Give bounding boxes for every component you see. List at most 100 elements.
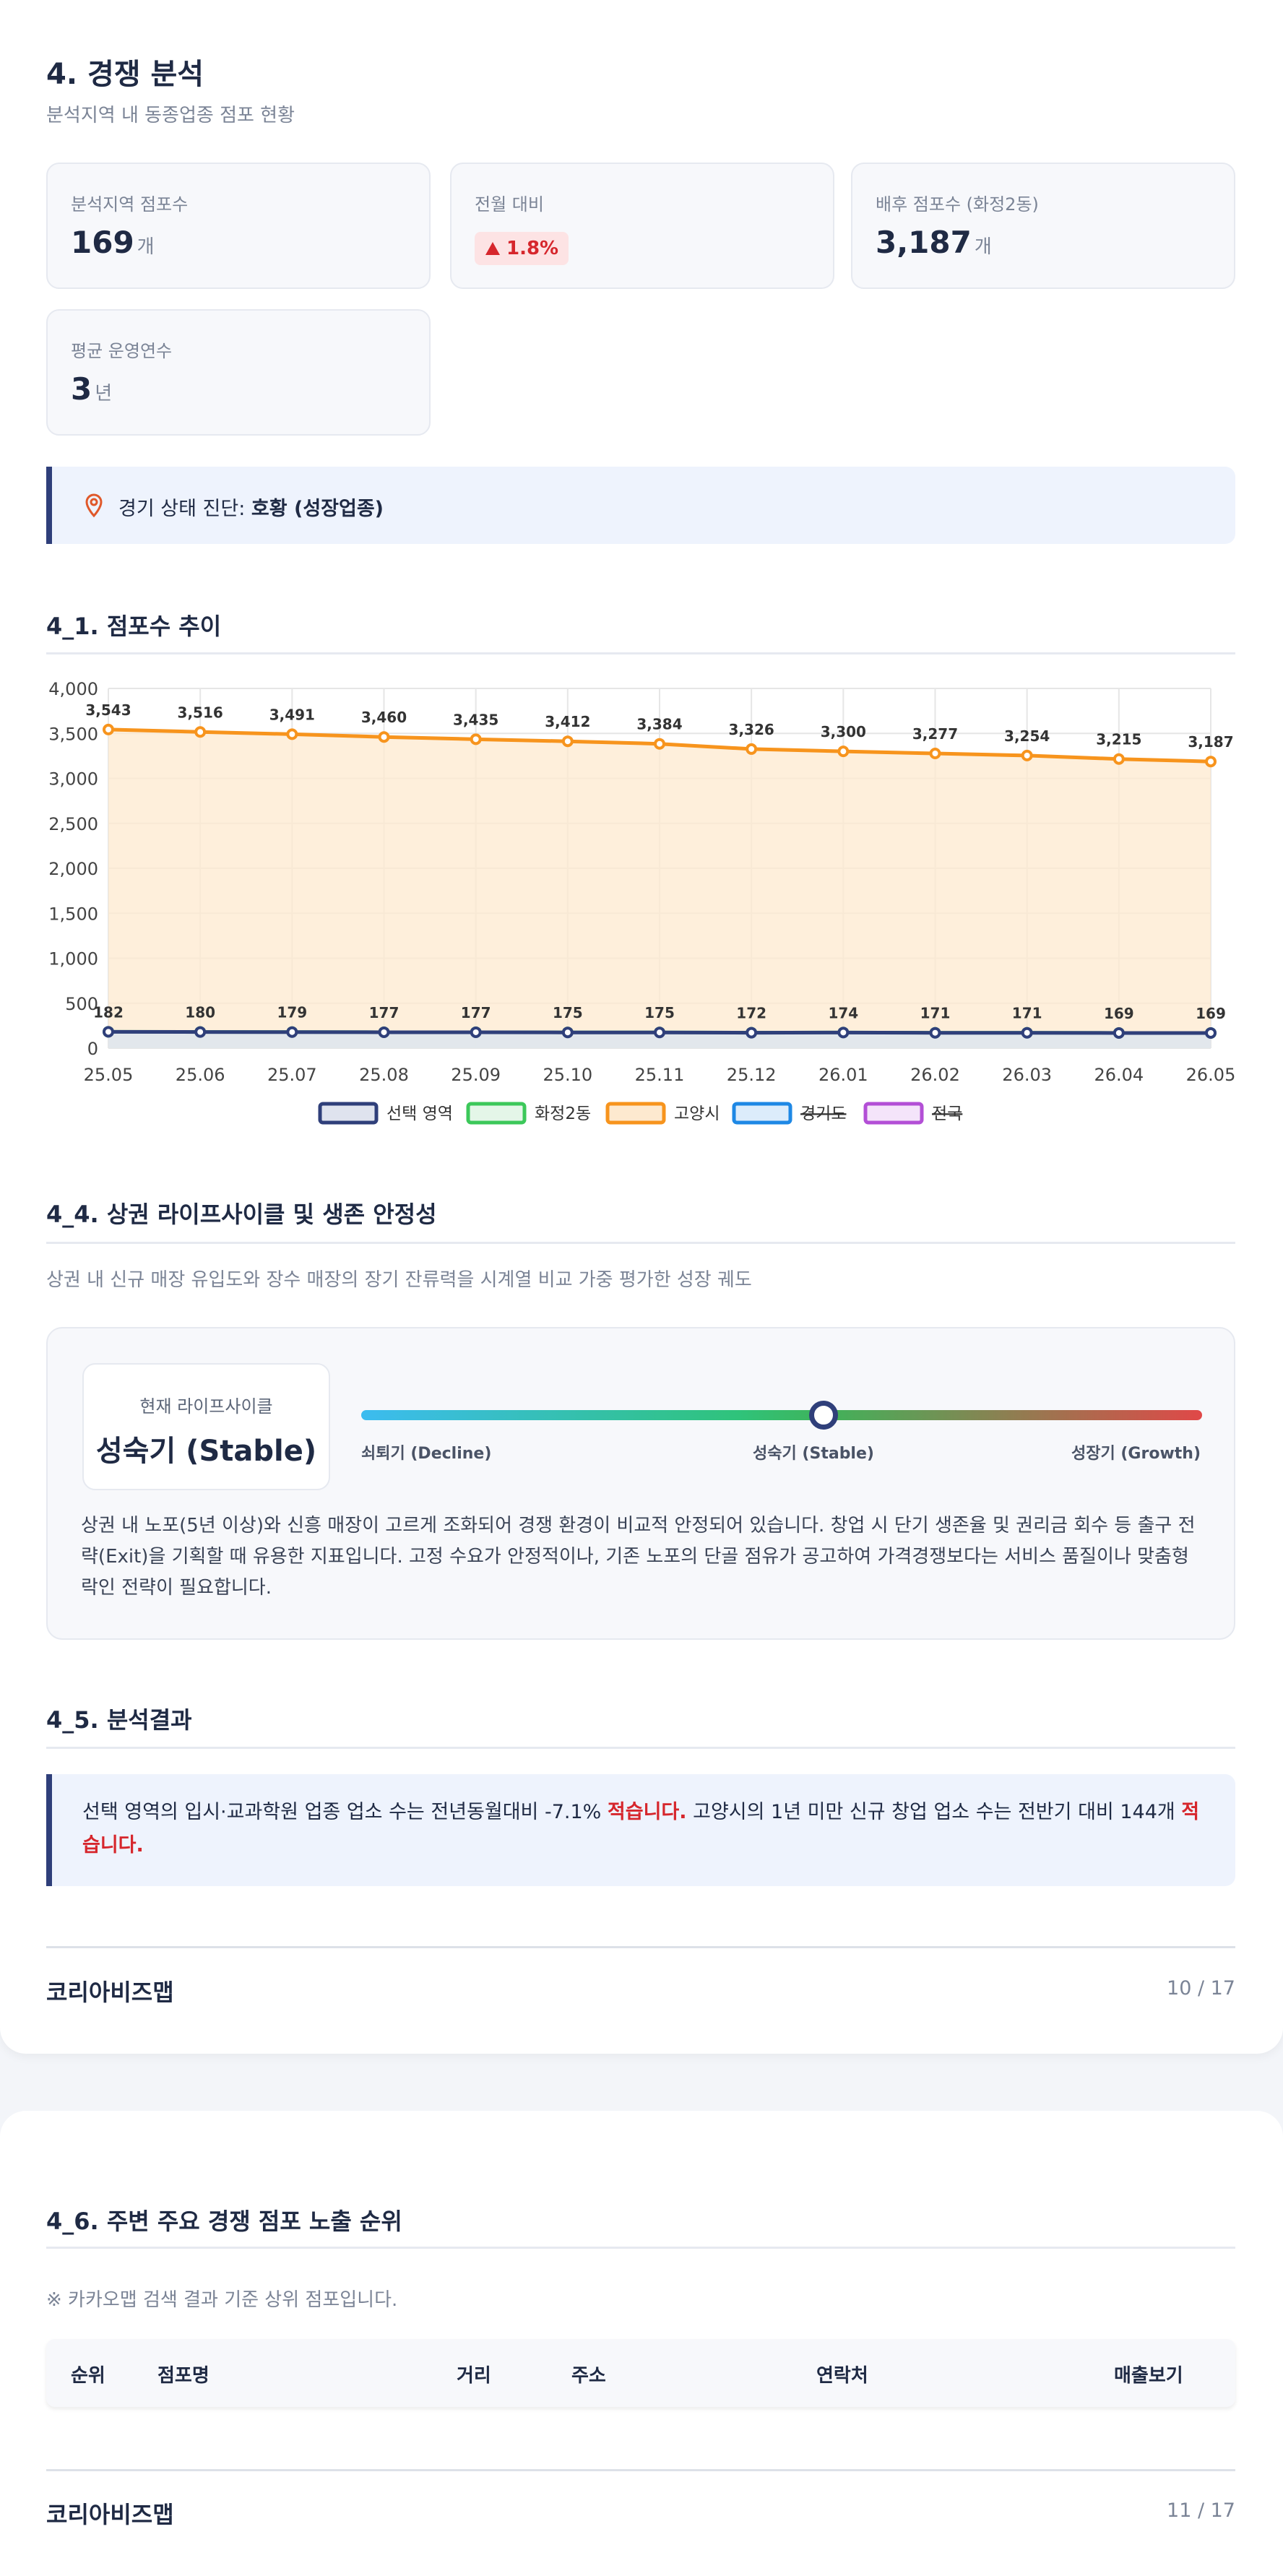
stat-card: 분석지역 점포수 169 개 <box>46 163 431 289</box>
data-label: 3,412 <box>545 713 590 730</box>
change-badge: 1.8% <box>475 232 569 265</box>
stat-value: 3,187 개 <box>876 225 992 260</box>
x-tick-label: 26.05 <box>1186 1065 1236 1085</box>
point <box>837 745 850 758</box>
y-tick-label: 1,000 <box>48 949 98 969</box>
data-label: 177 <box>369 1004 399 1021</box>
y-tick-label: 2,000 <box>48 859 98 879</box>
data-label: 172 <box>736 1005 766 1022</box>
legend-label: 고양시 <box>674 1105 720 1123</box>
table-header: 순위 점포명 거리 주소 연락처 매출보기 <box>46 2339 1235 2407</box>
stat-label: 평균 운영연수 <box>71 341 173 361</box>
data-label: 175 <box>644 1004 675 1021</box>
stage-label: 쇠퇴기 (Decline) <box>361 1445 492 1463</box>
data-label: 169 <box>1104 1005 1134 1022</box>
y-tick-label: 500 <box>65 994 98 1014</box>
point <box>194 1026 207 1038</box>
point <box>654 1026 665 1039</box>
point <box>1021 1026 1033 1039</box>
data-label: 175 <box>553 1004 583 1021</box>
point <box>286 728 298 740</box>
section-heading: 4_5. 분석결과 <box>46 1706 192 1734</box>
data-label: 3,254 <box>1004 727 1050 745</box>
stat-card: 배후 점포수 (화정2동) 3,187 개 <box>851 163 1235 289</box>
y-tick-label: 1,500 <box>48 904 98 924</box>
data-label: 3,277 <box>912 725 958 743</box>
point <box>470 733 482 745</box>
stat-unit: 년 <box>95 383 113 405</box>
title: 4. 경쟁 분석 <box>46 58 204 91</box>
ranking-note: ※ 카카오맵 검색 결과 기준 상위 점포입니다. <box>46 2289 398 2311</box>
stat-value: 169 개 <box>71 225 155 260</box>
stat-card: 전월 대비 1.8% <box>450 163 834 289</box>
data-label: 3,516 <box>178 704 223 721</box>
rule <box>46 1747 1235 1749</box>
point <box>561 735 574 748</box>
result-text: 선택 영역의 입시·교과학원 업종 업소 수는 전년동월대비 -7.1% 적습니… <box>82 1796 1209 1862</box>
result-text: 선택 영역의 입시·교과학원 업종 업소 수는 전년동월대비 -7.1% <box>82 1801 608 1823</box>
data-label: 3,460 <box>361 709 407 726</box>
x-tick-label: 26.01 <box>818 1065 868 1085</box>
lifecycle-label: 현재 라이프사이클 <box>139 1396 273 1417</box>
y-tick-label: 3,000 <box>48 769 98 790</box>
point <box>929 748 941 760</box>
x-tick-label: 25.10 <box>543 1065 592 1085</box>
lifecycle-bar <box>361 1410 1202 1420</box>
data-label: 180 <box>185 1004 215 1021</box>
point <box>1113 1026 1125 1039</box>
lifecycle-current: 현재 라이프사이클 성숙기 (Stable) <box>82 1363 330 1490</box>
x-tick-label: 25.05 <box>84 1065 134 1085</box>
legend-swatch <box>605 1102 666 1125</box>
change-value: 1.8% <box>506 238 559 259</box>
footer-brand: 코리아비즈맵 <box>46 2501 174 2528</box>
lifecycle-box: 현재 라이프사이클 성숙기 (Stable) 쇠퇴기 (Decline) 성숙기… <box>46 1327 1235 1640</box>
trend-chart: 0 500 1,000 1,500 2,000 2,500 3,000 3,500 4,000 2… <box>48 679 1236 1125</box>
series-area <box>108 729 1211 1048</box>
section-description: 상권 내 신규 매장 유입도와 장수 매장의 장기 잔류력을 시계열 비교 가중… <box>46 1269 752 1291</box>
x-tick-label: 25.06 <box>176 1065 225 1085</box>
result-box: 선택 영역의 입시·교과학원 업종 업소 수는 전년동월대비 -7.1% 적습니… <box>46 1774 1235 1886</box>
point <box>194 726 207 738</box>
point <box>1205 756 1217 768</box>
point <box>1113 753 1125 765</box>
point <box>561 1026 574 1039</box>
x-tick-label: 25.07 <box>267 1065 317 1085</box>
legend-swatch <box>863 1102 924 1125</box>
point <box>1205 1026 1217 1039</box>
point <box>1021 749 1033 761</box>
data-label: 3,491 <box>269 706 315 723</box>
footer-brand: 코리아비즈맵 <box>46 1979 174 2006</box>
column-header: 매출보기 <box>1114 2365 1183 2387</box>
x-tick-label: 25.09 <box>451 1065 501 1085</box>
x-tick-label: 26.04 <box>1094 1065 1144 1085</box>
diagnosis-label: 경기 상태 진단: <box>118 498 246 520</box>
result-emphasis: 적습니다. <box>82 1801 1200 1857</box>
x-tick-label: 26.02 <box>910 1065 960 1085</box>
point <box>378 731 390 743</box>
data-label: 179 <box>277 1004 307 1021</box>
legend-swatch <box>732 1102 792 1125</box>
point <box>286 1026 298 1038</box>
data-label: 171 <box>920 1005 951 1022</box>
data-label: 171 <box>1012 1005 1042 1022</box>
section-heading: 4_1. 점포수 추이 <box>46 613 222 640</box>
point <box>654 738 665 750</box>
footer-rule <box>46 2469 1235 2471</box>
lifecycle-value: 성숙기 (Stable) <box>95 1435 317 1468</box>
stat-label: 배후 점포수 (화정2동) <box>876 194 1039 215</box>
point <box>378 1026 390 1038</box>
data-label: 174 <box>828 1004 858 1021</box>
section-heading: 4_4. 상권 라이프사이클 및 생존 안정성 <box>46 1201 437 1228</box>
stat-number: 3 <box>71 371 92 407</box>
stat-label: 분석지역 점포수 <box>71 194 189 215</box>
point <box>929 1026 941 1039</box>
point <box>470 1026 482 1038</box>
legend-label: 전국 <box>932 1105 962 1123</box>
data-label: 3,543 <box>85 701 131 719</box>
point <box>746 1026 758 1039</box>
footer-page: 10 / 17 <box>1167 1977 1235 2000</box>
point <box>103 723 114 735</box>
legend-swatch <box>466 1102 527 1125</box>
diagnosis-value: 호황 (성장업종) <box>251 498 384 520</box>
